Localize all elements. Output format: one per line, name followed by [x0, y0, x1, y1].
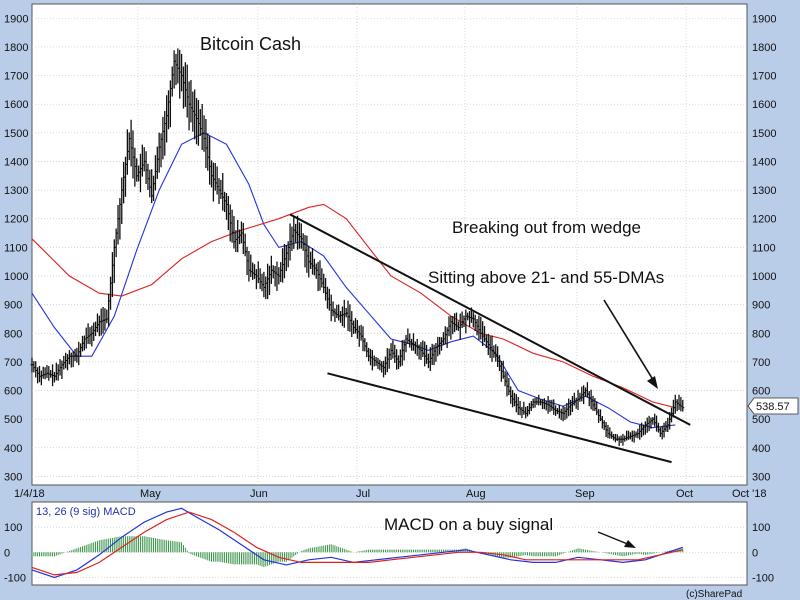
price-y-axis-right: 300 400 500 600 700 800 900 1000 1100 1200 1300 140…: [752, 13, 776, 483]
y-tick-label: 600: [752, 386, 770, 398]
price-gridlines: [32, 4, 747, 485]
wedge-lower-line: [327, 372, 672, 464]
y-tick-label: 300: [752, 471, 770, 483]
y-tick-label: 800: [4, 328, 22, 340]
y-tick-label: 1300: [4, 185, 28, 197]
y-tick-label: 1500: [4, 128, 28, 140]
y-tick-label: 800: [752, 328, 770, 340]
macd-title: 13, 26 (9 sig) MACD: [36, 506, 136, 518]
x-tick-label: Oct: [676, 488, 693, 500]
price-bars: [30, 48, 685, 447]
macd-annotation-arrowhead: [624, 540, 636, 548]
macd-y-tick-label: 0: [4, 547, 10, 559]
y-tick-label: 400: [752, 443, 770, 455]
macd-y-tick-label: 100: [752, 522, 770, 534]
chart-title: Bitcoin Cash: [200, 34, 301, 54]
y-tick-label: 500: [4, 414, 22, 426]
x-tick-label: 1/4/18: [14, 488, 45, 500]
macd-y-tick-label: -100: [752, 572, 774, 584]
y-tick-label: 300: [4, 471, 22, 483]
y-tick-label: 1800: [4, 42, 28, 54]
y-tick-label: 1400: [752, 156, 776, 168]
y-tick-label: 900: [752, 300, 770, 312]
y-tick-label: 1600: [4, 99, 28, 111]
y-tick-label: 1600: [752, 99, 776, 111]
macd-y-tick-label: 0: [752, 547, 758, 559]
y-tick-label: 600: [4, 386, 22, 398]
copyright-label: (c)SharePad: [686, 589, 742, 600]
last-price-label: 538.57: [756, 401, 790, 413]
y-tick-label: 1800: [752, 42, 776, 54]
y-tick-label: 1100: [752, 242, 776, 254]
macd-y-axis-left: -100 0 100: [4, 522, 26, 584]
macd-lines: [31, 507, 683, 579]
macd-y-tick-label: -100: [4, 572, 26, 584]
x-tick-label: Oct '18: [732, 488, 767, 500]
wedge-trendlines: [289, 213, 691, 464]
y-tick-label: 1100: [4, 242, 28, 254]
y-tick-label: 1200: [752, 214, 776, 226]
annotation-arrow: [603, 299, 656, 384]
price-y-axis-left: 300 400 500 600 700 800 900 1000 1100 1200 1300 140…: [4, 13, 28, 483]
y-tick-label: 1300: [752, 185, 776, 197]
macd-panel: -100 0 100 -100 0 100 13, 26 (9 sig) MACD MA…: [4, 501, 774, 586]
y-tick-label: 1400: [4, 156, 28, 168]
price-panel: 300 400 500 600 700 800 900 1000 1100 1200 1300 140…: [4, 3, 799, 486]
y-tick-label: 700: [4, 357, 22, 369]
macd-y-tick-label: 100: [4, 522, 22, 534]
y-tick-label: 1500: [752, 128, 776, 140]
macd-y-axis-right: -100 0 100: [752, 522, 774, 584]
annotation-dma: Sitting above 21- and 55-DMAs: [428, 268, 664, 287]
x-tick-label: Jun: [250, 488, 268, 500]
y-tick-label: 1700: [4, 71, 28, 83]
annotation-breakout: Breaking out from wedge: [452, 218, 641, 237]
y-tick-label: 1000: [752, 271, 776, 283]
y-tick-label: 700: [752, 357, 770, 369]
y-tick-label: 1200: [4, 214, 28, 226]
macd-line-signal: [31, 511, 683, 576]
macd-annotation-arrow: [597, 531, 631, 546]
y-tick-label: 500: [752, 414, 770, 426]
x-axis-labels: 1/4/18 May Jun Jul Aug Sep Oct Oct '18: [14, 488, 767, 500]
y-tick-label: 400: [4, 443, 22, 455]
price-plot-area: [31, 3, 748, 486]
x-tick-label: Jul: [356, 488, 370, 500]
x-tick-label: Sep: [575, 488, 595, 500]
y-tick-label: 1900: [4, 13, 28, 25]
y-tick-label: 1700: [752, 71, 776, 83]
y-tick-label: 1000: [4, 271, 28, 283]
price-bar: [681, 399, 685, 412]
wedge-upper-line: [289, 213, 691, 426]
annotation-arrowhead: [647, 376, 658, 389]
x-tick-label: Aug: [466, 488, 486, 500]
x-tick-label: May: [140, 488, 161, 500]
last-price-marker: 538.57: [747, 397, 799, 415]
macd-annotation: MACD on a buy signal: [384, 515, 553, 534]
y-tick-label: 1900: [752, 13, 776, 25]
y-tick-label: 900: [4, 300, 22, 312]
ma-line-55-dma: [31, 203, 676, 409]
